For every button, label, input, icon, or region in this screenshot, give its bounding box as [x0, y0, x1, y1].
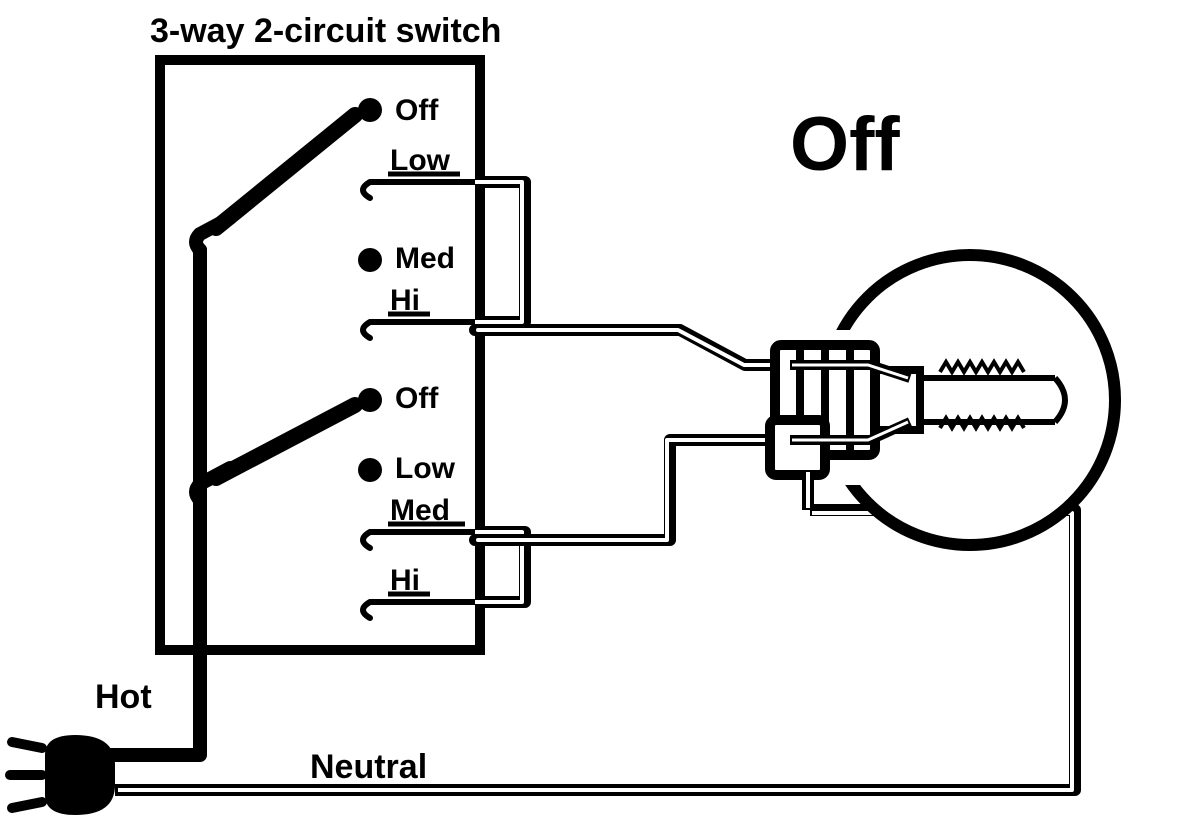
pos-top-hi: Hi: [390, 284, 420, 317]
pos-bot-low: Low: [395, 452, 456, 485]
pos-top-off: Off: [395, 94, 439, 127]
terminal-bot-low: [358, 458, 382, 482]
pos-top-med: Med: [395, 242, 455, 275]
neutral-label: Neutral: [310, 748, 427, 786]
switch-arm-top: [216, 115, 355, 228]
terminal-top-med: [358, 248, 382, 272]
wire-med-to-bulb-shell: [475, 440, 775, 540]
terminal-bot-hi: [363, 602, 475, 618]
circuit-diagram: 3-way 2-circuit switch Off Off Low Med H…: [0, 0, 1179, 817]
pos-bot-off: Off: [395, 382, 439, 415]
diagram-title: 3-way 2-circuit switch: [150, 12, 501, 50]
terminal-top-low: [363, 182, 475, 198]
pos-top-low: Low: [390, 144, 451, 177]
state-label: Off: [790, 102, 900, 187]
switch-arm-bottom: [216, 405, 355, 478]
terminal-top-hi: [363, 322, 475, 338]
hot-label: Hot: [95, 678, 152, 716]
plug-icon: [10, 735, 115, 815]
light-bulb-icon: [770, 255, 1115, 545]
pos-bot-med: Med: [390, 494, 450, 527]
pos-bot-hi: Hi: [390, 564, 420, 597]
terminal-bot-med: [363, 532, 475, 548]
